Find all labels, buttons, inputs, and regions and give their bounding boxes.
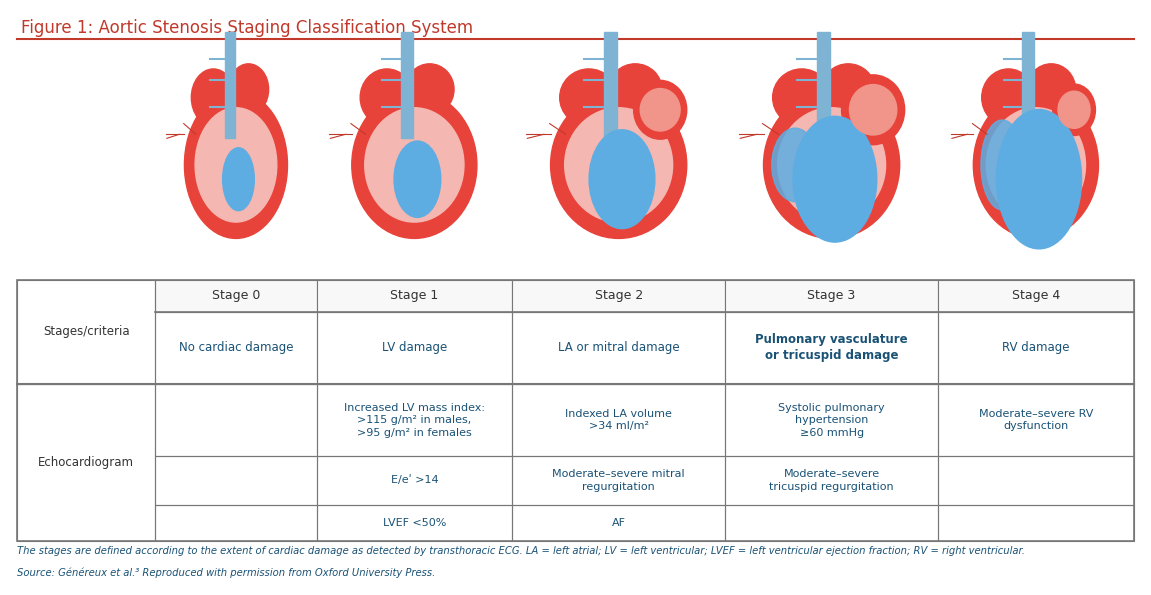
Ellipse shape: [974, 92, 1098, 239]
Bar: [401, 32, 413, 139]
Text: Pulmonary vasculature
or tricuspid damage: Pulmonary vasculature or tricuspid damag…: [755, 333, 908, 362]
Bar: [155, 456, 317, 505]
Text: LVEF <50%: LVEF <50%: [382, 518, 447, 528]
Ellipse shape: [565, 108, 672, 222]
Text: Figure 1: Aortic Stenosis Staging Classification System: Figure 1: Aortic Stenosis Staging Classi…: [21, 19, 473, 37]
Ellipse shape: [550, 92, 687, 239]
Text: E/eʹ >14: E/eʹ >14: [390, 475, 439, 486]
Text: Moderate–severe RV
dysfunction: Moderate–severe RV dysfunction: [978, 409, 1093, 431]
Ellipse shape: [986, 108, 1085, 222]
Bar: [17, 280, 1134, 541]
Ellipse shape: [633, 80, 687, 139]
Bar: [317, 505, 512, 541]
Bar: [512, 505, 725, 541]
Text: Stage 3: Stage 3: [808, 289, 855, 302]
Bar: [512, 384, 725, 456]
Ellipse shape: [997, 109, 1082, 249]
Bar: [1022, 32, 1035, 139]
Text: LV damage: LV damage: [382, 342, 447, 355]
Ellipse shape: [228, 64, 268, 115]
Bar: [725, 280, 938, 312]
Text: RV damage: RV damage: [1003, 342, 1069, 355]
Bar: [17, 280, 155, 384]
Text: Stage 1: Stage 1: [390, 289, 439, 302]
Ellipse shape: [981, 120, 1023, 210]
Ellipse shape: [841, 75, 905, 145]
Bar: [938, 456, 1134, 505]
Bar: [317, 456, 512, 505]
Ellipse shape: [405, 64, 453, 115]
Bar: [725, 312, 938, 384]
Text: Stage 2: Stage 2: [595, 289, 642, 302]
Text: Stages/criteria: Stages/criteria: [43, 325, 130, 339]
Ellipse shape: [982, 69, 1035, 126]
Text: Stage 0: Stage 0: [212, 289, 260, 302]
Text: Increased LV mass index:
>115 g/m² in males,
>95 g/m² in females: Increased LV mass index: >115 g/m² in ma…: [344, 403, 485, 437]
Bar: [155, 312, 317, 384]
Ellipse shape: [609, 64, 662, 115]
Ellipse shape: [1058, 91, 1090, 129]
Text: Systolic pulmonary
hypertension
≥60 mmHg: Systolic pulmonary hypertension ≥60 mmHg: [778, 403, 885, 437]
Bar: [512, 280, 725, 312]
Bar: [725, 456, 938, 505]
Bar: [512, 456, 725, 505]
Ellipse shape: [772, 128, 818, 202]
Bar: [512, 312, 725, 384]
Ellipse shape: [778, 108, 885, 222]
Bar: [17, 384, 155, 541]
Bar: [317, 384, 512, 456]
Ellipse shape: [793, 116, 877, 242]
Ellipse shape: [352, 92, 477, 239]
Ellipse shape: [559, 69, 618, 126]
Ellipse shape: [640, 89, 680, 131]
Bar: [938, 505, 1134, 541]
Text: Source: Généreux et al.³ Reproduced with permission from Oxford University Press: Source: Généreux et al.³ Reproduced with…: [17, 568, 435, 578]
Text: No cardiac damage: No cardiac damage: [178, 342, 294, 355]
Bar: [938, 280, 1134, 312]
Text: The stages are defined according to the extent of cardiac damage as detected by : The stages are defined according to the …: [17, 546, 1026, 556]
Bar: [155, 384, 317, 456]
Ellipse shape: [849, 84, 897, 135]
Ellipse shape: [394, 141, 441, 217]
Ellipse shape: [1027, 64, 1075, 115]
Ellipse shape: [772, 69, 831, 126]
Bar: [725, 384, 938, 456]
Ellipse shape: [196, 108, 276, 222]
Bar: [725, 505, 938, 541]
Ellipse shape: [222, 148, 254, 211]
Bar: [155, 505, 317, 541]
Ellipse shape: [191, 69, 235, 126]
Text: LA or mitral damage: LA or mitral damage: [558, 342, 679, 355]
Text: Moderate–severe
tricuspid regurgitation: Moderate–severe tricuspid regurgitation: [769, 469, 894, 491]
Ellipse shape: [589, 130, 655, 228]
Bar: [938, 312, 1134, 384]
Text: Moderate–severe mitral
regurgitation: Moderate–severe mitral regurgitation: [552, 469, 685, 491]
Bar: [317, 280, 512, 312]
Text: Echocardiogram: Echocardiogram: [38, 456, 135, 469]
Bar: [317, 312, 512, 384]
Ellipse shape: [1053, 84, 1096, 136]
Ellipse shape: [184, 92, 288, 239]
Ellipse shape: [365, 108, 464, 222]
Ellipse shape: [360, 69, 413, 126]
Text: Indexed LA volume
>34 ml/m²: Indexed LA volume >34 ml/m²: [565, 409, 672, 431]
Ellipse shape: [822, 64, 875, 115]
Text: AF: AF: [611, 518, 626, 528]
Text: Stage 4: Stage 4: [1012, 289, 1060, 302]
Ellipse shape: [763, 92, 900, 239]
Bar: [604, 32, 617, 139]
Bar: [155, 280, 317, 312]
Bar: [938, 384, 1134, 456]
Bar: [817, 32, 830, 139]
Bar: [224, 32, 235, 139]
